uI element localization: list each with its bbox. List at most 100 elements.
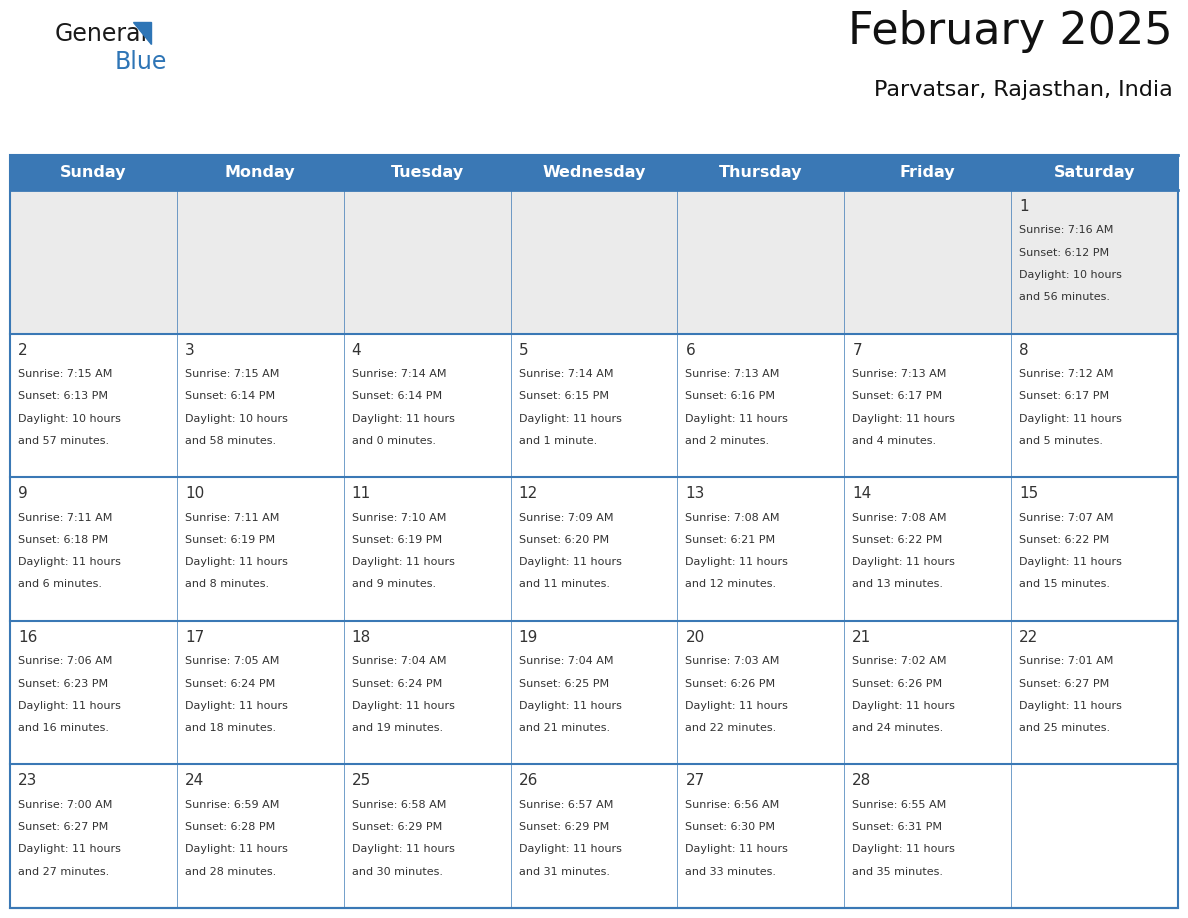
Text: Wednesday: Wednesday	[542, 165, 646, 180]
Text: Daylight: 11 hours: Daylight: 11 hours	[185, 700, 287, 711]
Text: Sunrise: 7:13 AM: Sunrise: 7:13 AM	[852, 369, 947, 379]
Text: Sunset: 6:12 PM: Sunset: 6:12 PM	[1019, 248, 1110, 258]
Text: Sunrise: 6:55 AM: Sunrise: 6:55 AM	[852, 800, 947, 810]
Text: Sunrise: 6:57 AM: Sunrise: 6:57 AM	[519, 800, 613, 810]
Text: and 33 minutes.: and 33 minutes.	[685, 867, 777, 877]
Text: and 13 minutes.: and 13 minutes.	[852, 579, 943, 589]
Text: and 0 minutes.: and 0 minutes.	[352, 436, 436, 446]
Text: 6: 6	[685, 342, 695, 358]
Text: Daylight: 11 hours: Daylight: 11 hours	[519, 700, 621, 711]
Text: Thursday: Thursday	[719, 165, 803, 180]
Text: 11: 11	[352, 487, 371, 501]
Text: Daylight: 10 hours: Daylight: 10 hours	[1019, 270, 1121, 280]
Text: Sunrise: 7:13 AM: Sunrise: 7:13 AM	[685, 369, 779, 379]
Text: Daylight: 11 hours: Daylight: 11 hours	[852, 414, 955, 423]
Text: 13: 13	[685, 487, 704, 501]
Text: 18: 18	[352, 630, 371, 644]
Text: 9: 9	[18, 487, 27, 501]
Text: Daylight: 11 hours: Daylight: 11 hours	[352, 414, 455, 423]
Text: Sunset: 6:22 PM: Sunset: 6:22 PM	[1019, 535, 1110, 545]
Text: Sunset: 6:19 PM: Sunset: 6:19 PM	[352, 535, 442, 545]
Text: 19: 19	[519, 630, 538, 644]
Text: Tuesday: Tuesday	[391, 165, 463, 180]
Text: 8: 8	[1019, 342, 1029, 358]
Text: Sunrise: 7:02 AM: Sunrise: 7:02 AM	[852, 656, 947, 666]
Text: Daylight: 11 hours: Daylight: 11 hours	[185, 845, 287, 855]
Text: Sunset: 6:14 PM: Sunset: 6:14 PM	[352, 391, 442, 401]
Text: Sunrise: 7:04 AM: Sunrise: 7:04 AM	[519, 656, 613, 666]
Text: Sunset: 6:17 PM: Sunset: 6:17 PM	[1019, 391, 1110, 401]
Text: 16: 16	[18, 630, 37, 644]
Text: Sunrise: 7:10 AM: Sunrise: 7:10 AM	[352, 512, 446, 522]
Text: 23: 23	[18, 773, 37, 789]
Text: and 30 minutes.: and 30 minutes.	[352, 867, 443, 877]
Text: and 31 minutes.: and 31 minutes.	[519, 867, 609, 877]
Text: 20: 20	[685, 630, 704, 644]
Text: 27: 27	[685, 773, 704, 789]
Text: 2: 2	[18, 342, 27, 358]
Text: Daylight: 11 hours: Daylight: 11 hours	[18, 557, 121, 567]
Text: and 35 minutes.: and 35 minutes.	[852, 867, 943, 877]
Text: 10: 10	[185, 487, 204, 501]
Text: Daylight: 11 hours: Daylight: 11 hours	[1019, 700, 1121, 711]
Text: and 8 minutes.: and 8 minutes.	[185, 579, 268, 589]
Text: and 11 minutes.: and 11 minutes.	[519, 579, 609, 589]
Text: Sunset: 6:14 PM: Sunset: 6:14 PM	[185, 391, 274, 401]
Text: 1: 1	[1019, 199, 1029, 214]
Text: and 2 minutes.: and 2 minutes.	[685, 436, 770, 446]
Text: Daylight: 11 hours: Daylight: 11 hours	[852, 557, 955, 567]
Text: Daylight: 11 hours: Daylight: 11 hours	[352, 557, 455, 567]
Text: 25: 25	[352, 773, 371, 789]
Text: 3: 3	[185, 342, 195, 358]
Text: and 4 minutes.: and 4 minutes.	[852, 436, 936, 446]
Text: Sunset: 6:31 PM: Sunset: 6:31 PM	[852, 823, 942, 832]
Text: 26: 26	[519, 773, 538, 789]
Bar	[10, 333, 1178, 477]
Text: Sunrise: 7:09 AM: Sunrise: 7:09 AM	[519, 512, 613, 522]
Polygon shape	[133, 22, 152, 44]
Text: Sunset: 6:16 PM: Sunset: 6:16 PM	[685, 391, 776, 401]
Text: Sunset: 6:18 PM: Sunset: 6:18 PM	[18, 535, 108, 545]
Text: Sunset: 6:20 PM: Sunset: 6:20 PM	[519, 535, 608, 545]
Bar	[10, 155, 1178, 190]
Text: Monday: Monday	[225, 165, 296, 180]
Text: Sunset: 6:19 PM: Sunset: 6:19 PM	[185, 535, 274, 545]
Text: Sunrise: 7:11 AM: Sunrise: 7:11 AM	[18, 512, 113, 522]
Text: Sunrise: 7:15 AM: Sunrise: 7:15 AM	[185, 369, 279, 379]
Text: Sunrise: 7:06 AM: Sunrise: 7:06 AM	[18, 656, 113, 666]
Bar	[10, 477, 1178, 621]
Text: Parvatsar, Rajasthan, India: Parvatsar, Rajasthan, India	[874, 80, 1173, 100]
Text: and 22 minutes.: and 22 minutes.	[685, 723, 777, 733]
Text: Daylight: 11 hours: Daylight: 11 hours	[852, 845, 955, 855]
Text: Sunset: 6:24 PM: Sunset: 6:24 PM	[352, 678, 442, 688]
Text: and 5 minutes.: and 5 minutes.	[1019, 436, 1104, 446]
Text: and 15 minutes.: and 15 minutes.	[1019, 579, 1110, 589]
Text: Sunrise: 7:15 AM: Sunrise: 7:15 AM	[18, 369, 113, 379]
Text: Sunrise: 7:11 AM: Sunrise: 7:11 AM	[185, 512, 279, 522]
Text: Sunrise: 7:12 AM: Sunrise: 7:12 AM	[1019, 369, 1113, 379]
Text: and 27 minutes.: and 27 minutes.	[18, 867, 109, 877]
Text: Daylight: 11 hours: Daylight: 11 hours	[1019, 414, 1121, 423]
Text: Sunset: 6:30 PM: Sunset: 6:30 PM	[685, 823, 776, 832]
Text: Sunrise: 6:59 AM: Sunrise: 6:59 AM	[185, 800, 279, 810]
Text: Sunset: 6:26 PM: Sunset: 6:26 PM	[852, 678, 942, 688]
Text: Sunday: Sunday	[61, 165, 127, 180]
Text: and 19 minutes.: and 19 minutes.	[352, 723, 443, 733]
Text: Sunset: 6:27 PM: Sunset: 6:27 PM	[1019, 678, 1110, 688]
Text: Daylight: 11 hours: Daylight: 11 hours	[685, 700, 789, 711]
Text: Saturday: Saturday	[1054, 165, 1136, 180]
Text: February 2025: February 2025	[848, 10, 1173, 53]
Text: Sunrise: 7:08 AM: Sunrise: 7:08 AM	[685, 512, 781, 522]
Text: 28: 28	[852, 773, 872, 789]
Text: Sunset: 6:29 PM: Sunset: 6:29 PM	[352, 823, 442, 832]
Text: Sunset: 6:17 PM: Sunset: 6:17 PM	[852, 391, 942, 401]
Text: and 58 minutes.: and 58 minutes.	[185, 436, 276, 446]
Text: and 18 minutes.: and 18 minutes.	[185, 723, 276, 733]
Text: 21: 21	[852, 630, 872, 644]
Text: and 12 minutes.: and 12 minutes.	[685, 579, 777, 589]
Text: 15: 15	[1019, 487, 1038, 501]
Text: 24: 24	[185, 773, 204, 789]
Text: Sunset: 6:13 PM: Sunset: 6:13 PM	[18, 391, 108, 401]
Text: 5: 5	[519, 342, 529, 358]
Text: Daylight: 11 hours: Daylight: 11 hours	[685, 414, 789, 423]
